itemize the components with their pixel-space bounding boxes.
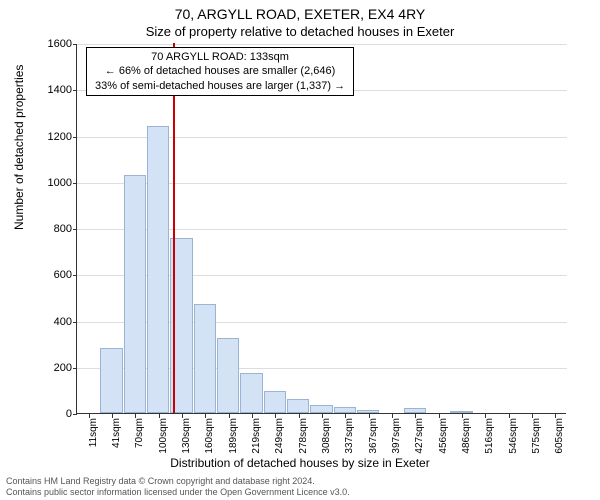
ytick-label: 800 bbox=[32, 223, 72, 235]
ytick-label: 400 bbox=[32, 316, 72, 328]
xtick-label: 11sqm bbox=[88, 418, 99, 458]
histogram-bar bbox=[450, 411, 472, 413]
xtick-label: 41sqm bbox=[111, 418, 122, 458]
xtick-label: 278sqm bbox=[298, 418, 309, 458]
histogram-bar bbox=[217, 338, 239, 413]
ytick-label: 1400 bbox=[32, 84, 72, 96]
y-axis-label: Number of detached properties bbox=[12, 65, 26, 230]
xtick-label: 337sqm bbox=[344, 418, 355, 458]
ytick-label: 0 bbox=[32, 408, 72, 420]
xtick-label: 516sqm bbox=[484, 418, 495, 458]
ytick-label: 1600 bbox=[32, 38, 72, 50]
xtick-label: 100sqm bbox=[158, 418, 169, 458]
xtick-label: 605sqm bbox=[554, 418, 565, 458]
xtick-label: 249sqm bbox=[274, 418, 285, 458]
ytick-label: 600 bbox=[32, 269, 72, 281]
ytick-label: 200 bbox=[32, 362, 72, 374]
info-line-1: 70 ARGYLL ROAD: 133sqm bbox=[95, 50, 345, 64]
histogram-bar bbox=[264, 391, 286, 413]
xtick-label: 397sqm bbox=[391, 418, 402, 458]
xtick-label: 189sqm bbox=[228, 418, 239, 458]
histogram-bar bbox=[357, 410, 379, 413]
info-box: 70 ARGYLL ROAD: 133sqm ← 66% of detached… bbox=[86, 47, 354, 96]
ytick-mark bbox=[73, 368, 77, 369]
plot-area bbox=[76, 44, 566, 414]
ytick-mark bbox=[73, 414, 77, 415]
histogram-bar bbox=[404, 408, 426, 413]
footer-text: Contains HM Land Registry data © Crown c… bbox=[6, 476, 594, 498]
histogram-bar bbox=[287, 399, 309, 413]
histogram-bar bbox=[194, 304, 216, 413]
xtick-label: 486sqm bbox=[461, 418, 472, 458]
xtick-label: 367sqm bbox=[368, 418, 379, 458]
xtick-label: 575sqm bbox=[531, 418, 542, 458]
ytick-mark bbox=[73, 90, 77, 91]
ytick-mark bbox=[73, 322, 77, 323]
reference-line bbox=[173, 43, 175, 413]
ytick-mark bbox=[73, 183, 77, 184]
histogram-bar bbox=[100, 348, 122, 413]
xtick-label: 427sqm bbox=[414, 418, 425, 458]
histogram-bar bbox=[334, 407, 356, 413]
ytick-mark bbox=[73, 137, 77, 138]
gridline bbox=[77, 44, 567, 45]
xtick-label: 130sqm bbox=[181, 418, 192, 458]
xtick-label: 456sqm bbox=[438, 418, 449, 458]
xtick-label: 219sqm bbox=[251, 418, 262, 458]
histogram-bar bbox=[240, 373, 262, 413]
info-line-3: 33% of semi-detached houses are larger (… bbox=[95, 79, 345, 93]
footer-line-1: Contains HM Land Registry data © Crown c… bbox=[6, 476, 594, 487]
ytick-mark bbox=[73, 229, 77, 230]
xtick-label: 70sqm bbox=[134, 418, 145, 458]
histogram-bar bbox=[147, 126, 169, 413]
ytick-mark bbox=[73, 44, 77, 45]
xtick-label: 308sqm bbox=[321, 418, 332, 458]
ytick-label: 1000 bbox=[32, 177, 72, 189]
xtick-label: 160sqm bbox=[204, 418, 215, 458]
chart-title: 70, ARGYLL ROAD, EXETER, EX4 4RY bbox=[0, 6, 600, 22]
x-axis-label: Distribution of detached houses by size … bbox=[0, 456, 600, 470]
footer-line-2: Contains public sector information licen… bbox=[6, 487, 594, 498]
info-line-2: ← 66% of detached houses are smaller (2,… bbox=[95, 64, 345, 78]
chart-subtitle: Size of property relative to detached ho… bbox=[0, 24, 600, 39]
histogram-bar bbox=[310, 405, 332, 413]
ytick-mark bbox=[73, 275, 77, 276]
ytick-label: 1200 bbox=[32, 131, 72, 143]
histogram-bar bbox=[124, 175, 146, 413]
xtick-label: 546sqm bbox=[508, 418, 519, 458]
